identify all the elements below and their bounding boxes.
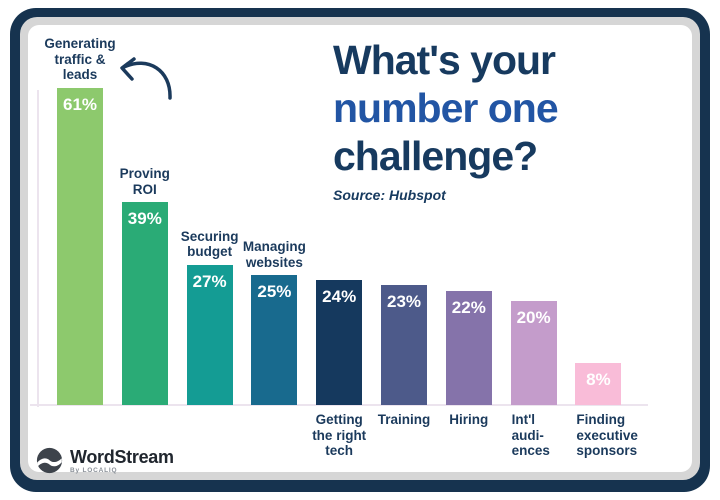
bar-intl-audiences: 20% bbox=[510, 301, 557, 405]
category-label-hiring: Hiring bbox=[449, 412, 489, 427]
bar-value-label: 27% bbox=[192, 271, 227, 291]
bar-value-label: 61% bbox=[62, 94, 98, 114]
category-label-generating-traffic-leads: Generating traffic & leads bbox=[44, 36, 116, 83]
bar-training: 23% bbox=[381, 285, 427, 405]
category-label-finding-executive-sponsors: Finding executive sponsors bbox=[576, 412, 638, 458]
wordstream-logo-icon bbox=[36, 447, 63, 474]
bar-value-label: 22% bbox=[451, 297, 486, 317]
bar-managing-websites: 25% bbox=[251, 275, 298, 405]
source-text: Source: Hubspot bbox=[333, 187, 446, 203]
logo-name-text: WordStream bbox=[70, 446, 174, 467]
x-axis-baseline bbox=[30, 404, 648, 406]
bar-value-label: 24% bbox=[322, 287, 357, 307]
bar-proving-roi: 39% bbox=[121, 202, 168, 405]
category-label-getting-right-tech: Getting the right tech bbox=[312, 412, 367, 458]
bar-value-label: 20% bbox=[516, 308, 551, 327]
category-label-proving-roi: Proving ROI bbox=[119, 166, 170, 197]
bar-hiring: 22% bbox=[445, 290, 492, 405]
wordstream-logo: WordStream By LOCALIQ bbox=[36, 447, 174, 474]
callout-arrow-icon bbox=[112, 52, 176, 102]
title-line-2: number one bbox=[333, 85, 559, 131]
bar-finding-executive-sponsors: 8% bbox=[575, 363, 622, 405]
y-axis-line bbox=[37, 90, 39, 407]
bar-securing-budget: 27% bbox=[186, 264, 233, 405]
bar-getting-right-tech: 24% bbox=[316, 280, 363, 405]
bar-value-label: 25% bbox=[257, 282, 292, 301]
title-line-3: challenge? bbox=[333, 133, 538, 179]
wordstream-logo-text: WordStream By LOCALIQ bbox=[70, 448, 174, 474]
title-line-1: What's your bbox=[333, 37, 556, 83]
category-label-managing-websites: Managing websites bbox=[242, 239, 306, 270]
title-block: What's your number one challenge? Source… bbox=[333, 36, 633, 203]
frame-border bbox=[10, 8, 710, 492]
bar-value-label: 39% bbox=[127, 209, 162, 229]
bar-value-label: 8% bbox=[586, 370, 611, 390]
category-label-securing-budget: Securing budget bbox=[180, 228, 239, 260]
category-label-training: Training bbox=[377, 412, 431, 427]
category-label-intl-audiences: Int'l audi- ences bbox=[511, 412, 550, 458]
bar-generating-traffic-leads: 61% bbox=[57, 87, 103, 405]
logo-byline-text: By LOCALIQ bbox=[70, 466, 118, 474]
bar-value-label: 23% bbox=[386, 292, 422, 312]
